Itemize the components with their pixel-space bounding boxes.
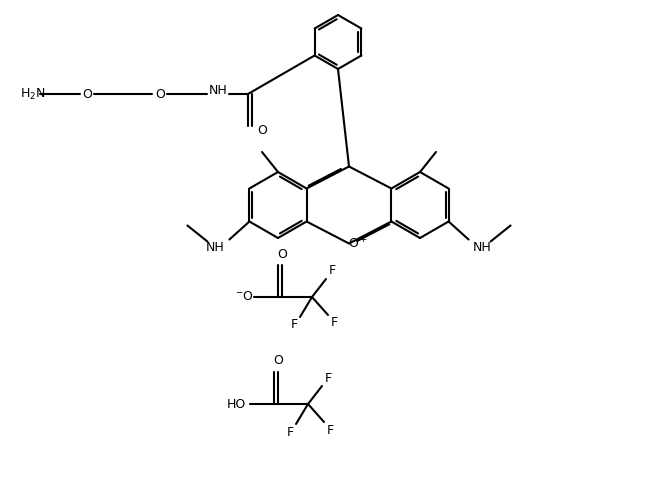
Text: NH: NH bbox=[206, 241, 225, 254]
Text: HO: HO bbox=[226, 398, 246, 410]
Text: F: F bbox=[330, 316, 337, 330]
Text: NH: NH bbox=[473, 241, 492, 254]
Text: F: F bbox=[328, 265, 335, 277]
Text: O: O bbox=[277, 247, 287, 260]
Text: NH: NH bbox=[209, 84, 228, 96]
Text: O$^+$: O$^+$ bbox=[348, 236, 368, 251]
Text: F: F bbox=[324, 371, 332, 385]
Text: F: F bbox=[291, 318, 298, 332]
Text: F: F bbox=[287, 426, 294, 438]
Text: O: O bbox=[273, 355, 283, 368]
Text: H$_2$N: H$_2$N bbox=[20, 87, 46, 101]
Text: F: F bbox=[326, 424, 333, 436]
Text: $^{-}$O: $^{-}$O bbox=[235, 290, 254, 304]
Text: O: O bbox=[82, 88, 92, 100]
Text: O: O bbox=[257, 123, 267, 136]
Text: O: O bbox=[155, 88, 165, 100]
